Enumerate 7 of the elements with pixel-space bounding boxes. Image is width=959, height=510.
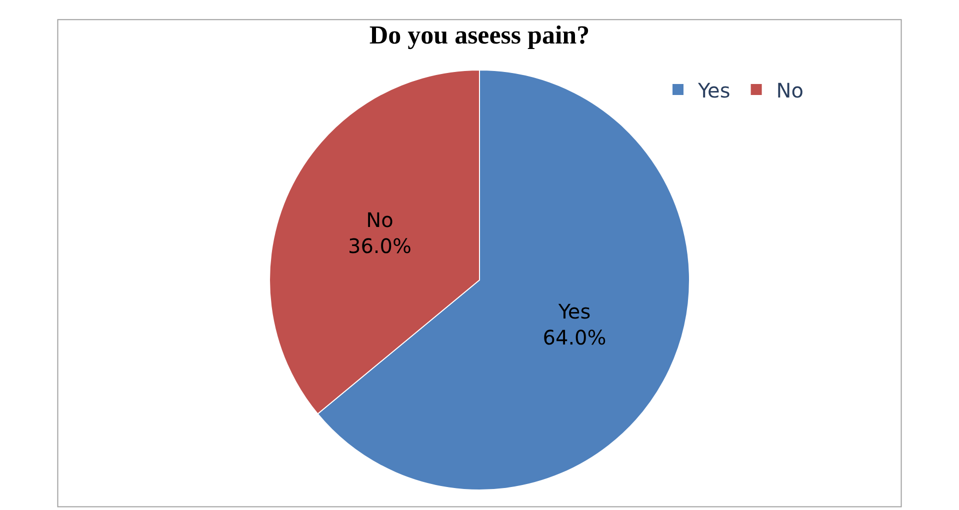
legend-label: No <box>776 78 804 102</box>
chart-title: Do you aseess pain? <box>369 20 590 50</box>
slice-label: Yes <box>557 300 591 324</box>
data-label: 36.0% <box>348 234 412 258</box>
legend-label: Yes <box>697 78 730 102</box>
slice-label: No <box>366 208 394 232</box>
data-label: 64.0% <box>542 326 606 350</box>
